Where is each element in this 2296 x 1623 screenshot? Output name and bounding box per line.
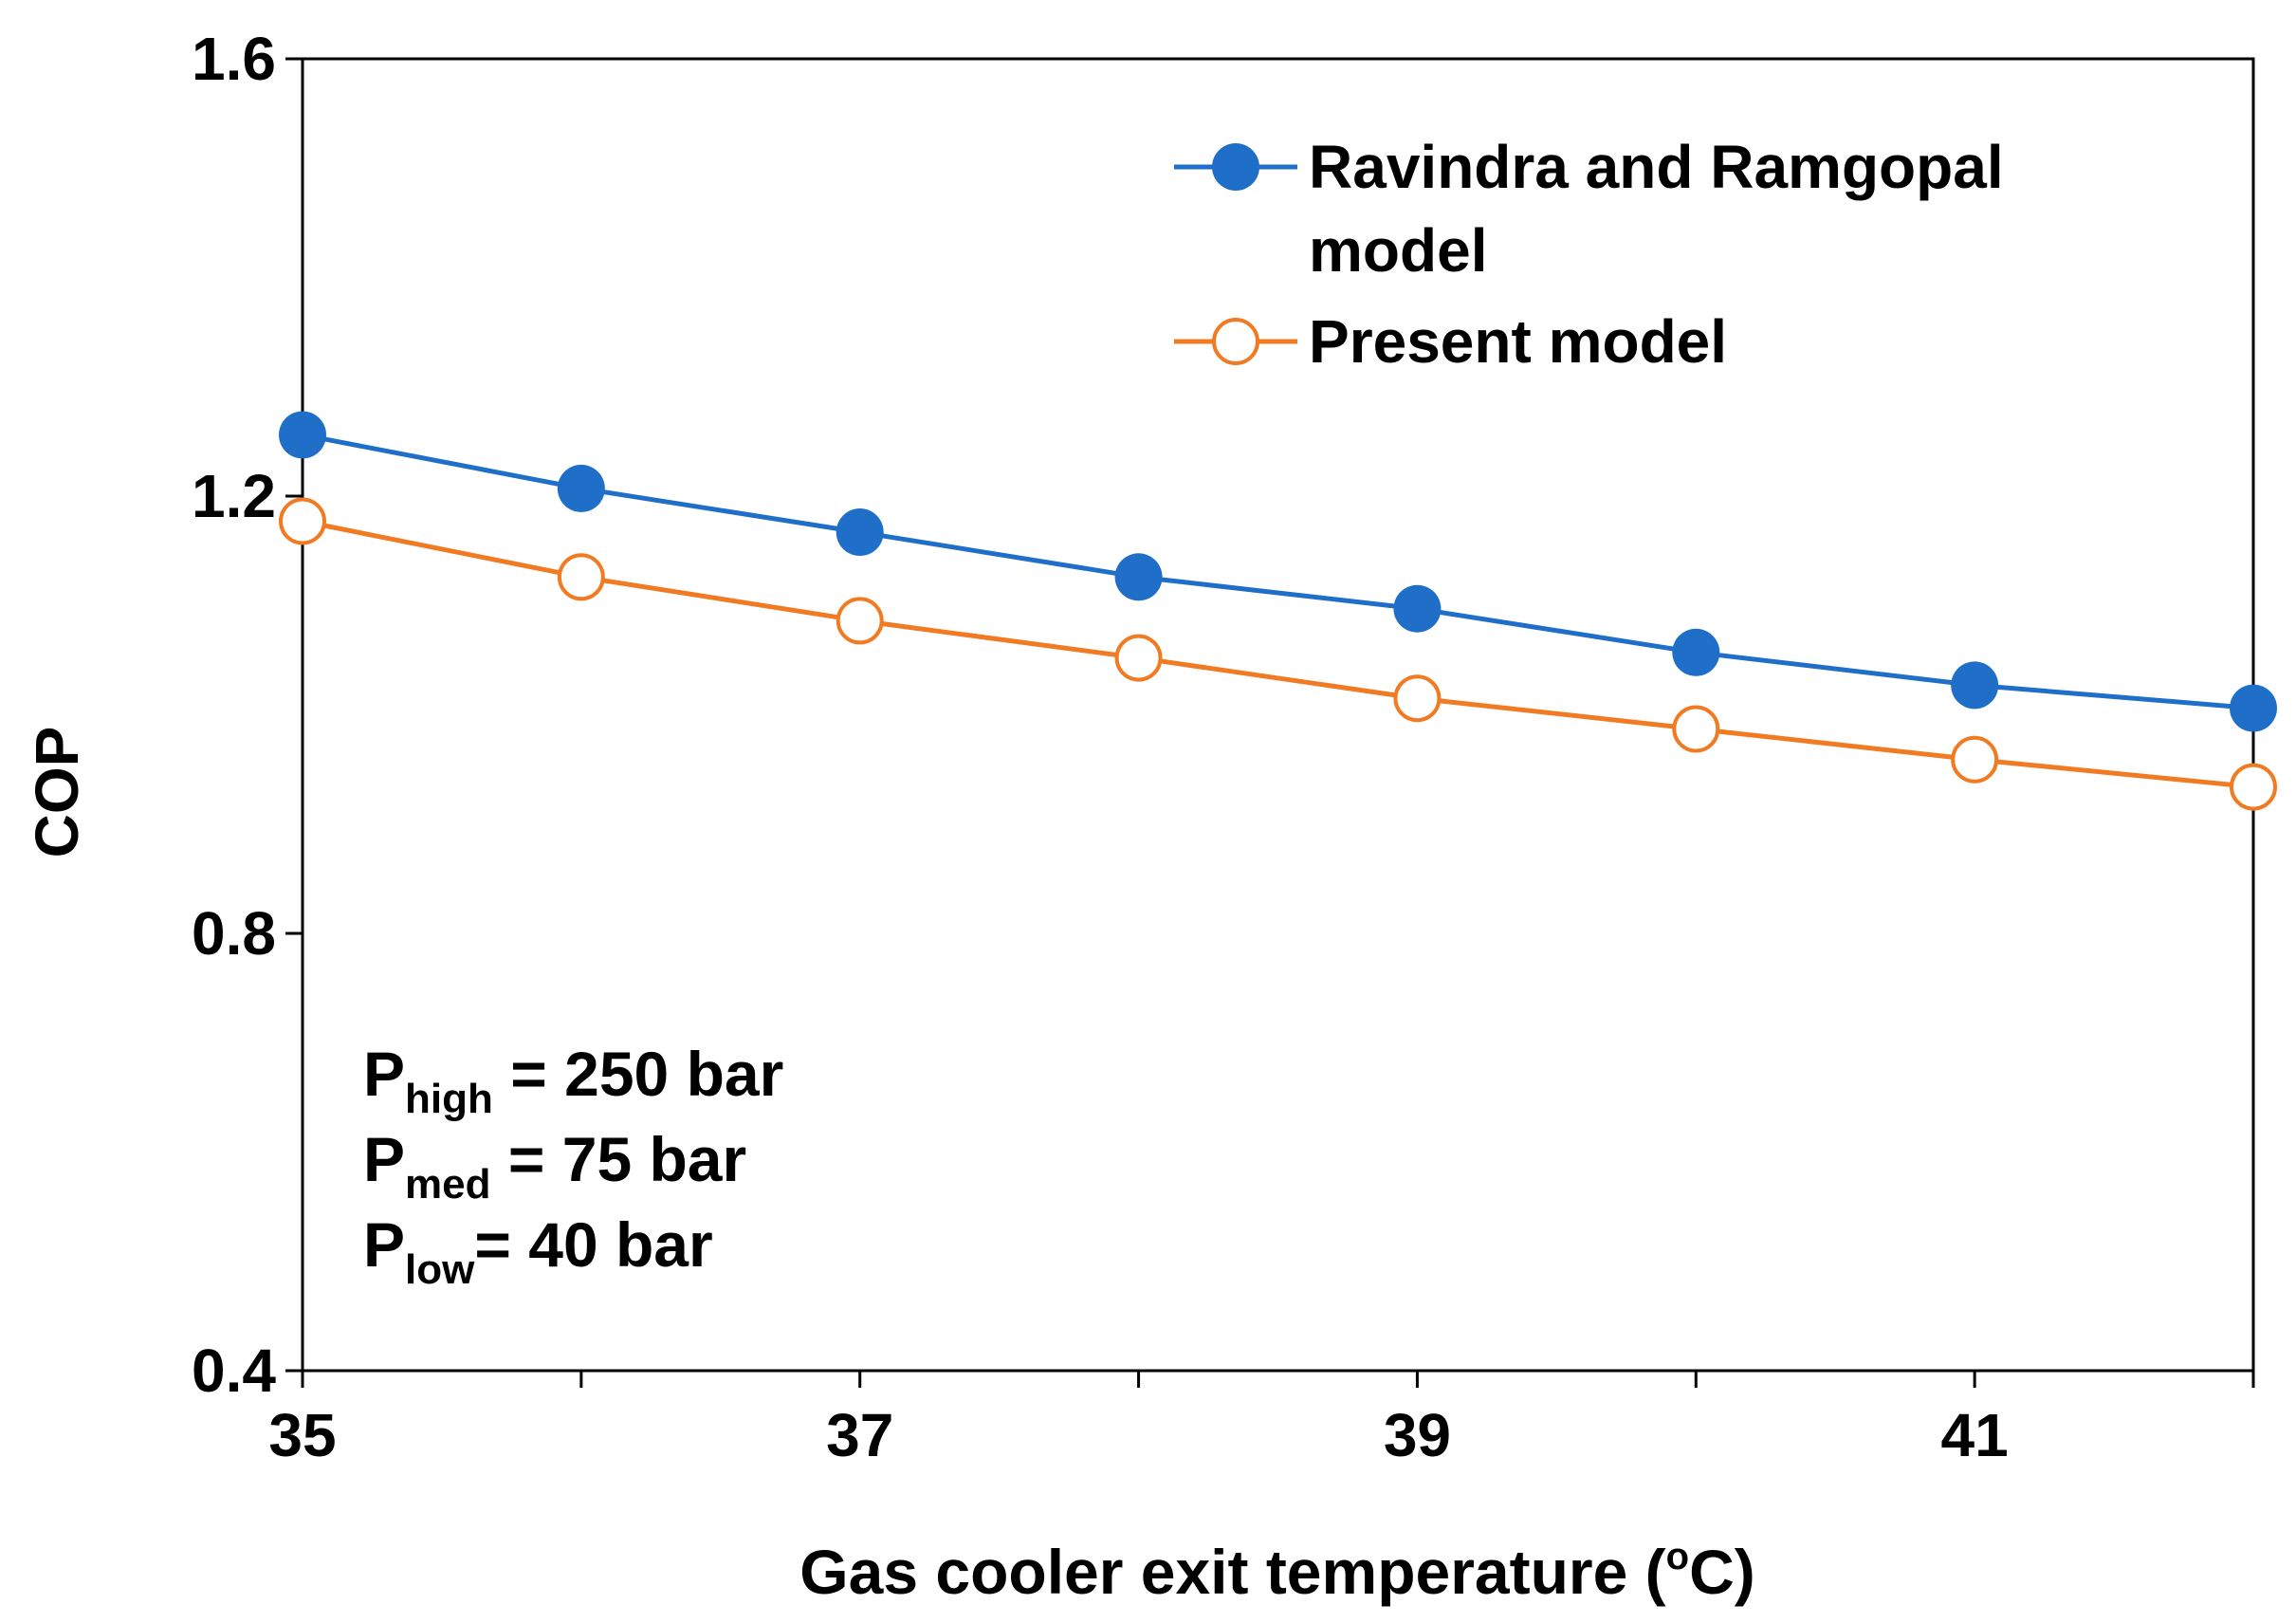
annotation-p-high: Phigh = 250 bar <box>363 1039 783 1122</box>
data-point-series-1 <box>1951 735 1999 784</box>
degree-symbol: o <box>1666 1536 1689 1577</box>
data-point-series-0 <box>279 411 326 459</box>
p-med-value: = 75 bar <box>491 1124 747 1194</box>
series-line-0 <box>302 433 2254 711</box>
annotation-p-med: Pmed = 75 bar <box>363 1124 746 1208</box>
series-line-1 <box>302 519 2254 790</box>
series-layer <box>279 411 2277 811</box>
data-point-series-1 <box>2230 763 2277 811</box>
p-low-symbol: P <box>363 1209 405 1280</box>
legend-marker-present <box>1212 318 1259 365</box>
plot-area <box>301 57 2255 1373</box>
legend-label-present: Present model <box>1309 307 1727 376</box>
data-point-series-0 <box>1672 628 1720 676</box>
p-low-value: = 40 bar <box>474 1209 712 1280</box>
x-tick-label: 39 <box>1384 1401 1451 1469</box>
p-high-subscript: high <box>405 1076 493 1122</box>
x-axis-unit: C) <box>1689 1537 1755 1607</box>
data-point-series-0 <box>1393 584 1442 633</box>
y-tick-label: 1.6 <box>192 25 276 93</box>
legend-marker-ravindra <box>1212 143 1259 191</box>
annotation-p-low: Plow= 40 bar <box>363 1209 713 1293</box>
y-tick-label: 1.2 <box>192 462 276 530</box>
conditions-annotation: Phigh = 250 bar Pmed = 75 bar Plow= 40 b… <box>363 1039 783 1293</box>
y-tick-label: 0.4 <box>192 1337 276 1405</box>
data-point-series-0 <box>2230 684 2277 732</box>
legend-label-ravindra-line2: model <box>1309 216 1487 285</box>
data-point-series-1 <box>1393 674 1442 723</box>
p-high-value: = 250 bar <box>493 1039 783 1109</box>
x-axis-title: Gas cooler exit temperature (oC) <box>799 1536 1754 1607</box>
data-point-series-1 <box>1672 705 1720 753</box>
x-tick-label: 37 <box>826 1401 893 1469</box>
y-axis-ticks: 0.4 0.8 1.2 1.6 <box>192 25 303 1405</box>
data-point-series-1 <box>836 597 884 645</box>
data-point-series-1 <box>279 497 326 545</box>
data-point-series-0 <box>557 464 605 512</box>
x-tick-label: 41 <box>1941 1401 2009 1469</box>
x-axis-ticks: 35 37 39 41 <box>268 1371 2255 1469</box>
data-point-series-1 <box>557 553 605 601</box>
data-point-series-0 <box>836 508 884 557</box>
p-med-subscript: med <box>405 1161 490 1208</box>
p-high-symbol: P <box>363 1039 405 1109</box>
legend-label-ravindra-line1: Ravindra and Ramgopal <box>1309 133 2004 201</box>
x-tick-label: 35 <box>268 1401 336 1469</box>
data-point-series-0 <box>1114 553 1163 601</box>
y-axis-title: COP <box>23 727 91 858</box>
y-tick-label: 0.8 <box>192 899 276 968</box>
p-low-subscript: low <box>405 1246 475 1293</box>
legend: Ravindra and Ramgopal model Present mode… <box>1174 133 2004 376</box>
data-point-series-1 <box>1114 634 1163 682</box>
p-med-symbol: P <box>363 1124 405 1194</box>
x-axis-title-text: Gas cooler exit temperature ( <box>799 1537 1665 1607</box>
data-point-series-0 <box>1951 661 1999 710</box>
